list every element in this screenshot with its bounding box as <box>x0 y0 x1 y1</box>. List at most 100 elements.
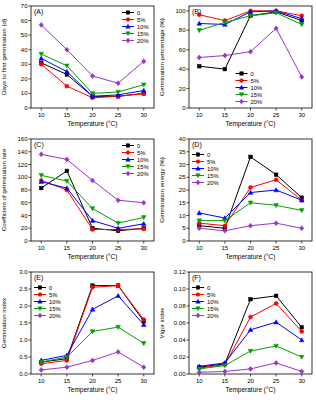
panel: 0204060801001015202530Temperature (°C)Ge… <box>158 6 312 128</box>
y-tick-label: 60 <box>21 200 28 206</box>
legend-marker <box>196 313 200 318</box>
data-point <box>116 349 120 354</box>
legend-marker <box>239 85 243 89</box>
x-tick <box>199 374 200 377</box>
legend-marker <box>38 286 41 289</box>
data-point <box>299 23 304 27</box>
legend-marker <box>239 93 243 97</box>
y-tick-label: 10 <box>179 213 186 219</box>
legend-label: 5% <box>137 150 145 156</box>
x-tick-label: 15 <box>222 245 229 251</box>
legend-label: 10% <box>137 157 149 163</box>
panel-title: (E) <box>34 274 43 282</box>
data-point <box>141 342 146 346</box>
legend-label: 20% <box>137 171 149 177</box>
panel-title: (F) <box>192 274 201 282</box>
x-tick-label: 30 <box>298 378 305 384</box>
data-point <box>249 9 253 13</box>
legend-marker <box>126 24 130 28</box>
x-tick <box>276 374 277 377</box>
legend-label: 10% <box>251 85 263 91</box>
x-tick <box>92 374 93 377</box>
series-line <box>41 25 144 83</box>
legend-marker <box>126 171 130 176</box>
y-tick <box>187 139 190 140</box>
y-tick <box>187 241 190 242</box>
data-point <box>223 21 228 25</box>
y-tick-label: 0 <box>182 238 186 244</box>
series-line <box>41 154 144 202</box>
x-axis-label: Temperature (°C) <box>226 120 276 128</box>
data-point <box>197 21 202 25</box>
data-point <box>299 209 304 213</box>
y-tick-label: 1.0 <box>19 337 28 343</box>
data-point <box>248 190 253 194</box>
legend-marker <box>196 174 200 178</box>
series-line <box>199 363 302 372</box>
y-tick-label: 20 <box>179 187 186 193</box>
data-point <box>223 369 227 374</box>
x-tick <box>143 241 144 244</box>
x-tick-label: 25 <box>273 245 280 251</box>
data-point <box>274 221 278 226</box>
x-tick-label: 15 <box>64 378 71 384</box>
y-tick <box>29 49 32 50</box>
x-tick <box>66 108 67 111</box>
x-tick <box>66 241 67 244</box>
y-tick-label: 160 <box>17 136 28 142</box>
legend-marker <box>196 153 199 156</box>
data-point <box>274 173 278 177</box>
y-tick-label: 0.10 <box>174 286 186 292</box>
x-tick <box>199 108 200 111</box>
y-tick-label: 2.0 <box>19 303 28 309</box>
data-point <box>39 367 43 372</box>
legend-label: 5% <box>49 292 57 298</box>
data-point <box>91 285 95 289</box>
data-point <box>300 198 304 202</box>
data-point <box>274 320 279 324</box>
legend-marker <box>126 144 129 147</box>
legend-label: 20% <box>207 180 219 186</box>
y-tick-label: 0 <box>24 238 28 244</box>
y-tick <box>29 35 32 36</box>
y-tick-label: 20 <box>21 76 28 82</box>
data-point <box>142 227 146 231</box>
data-point <box>274 204 279 208</box>
y-tick <box>29 108 32 109</box>
y-tick <box>29 64 32 65</box>
x-tick <box>118 108 119 111</box>
data-point <box>300 226 304 231</box>
y-tick <box>29 374 32 375</box>
y-tick-label: 50 <box>21 32 28 38</box>
data-point <box>116 293 121 297</box>
legend-label: 20% <box>137 38 149 44</box>
legend-label: 5% <box>137 17 145 23</box>
data-point <box>248 366 252 371</box>
x-tick-label: 20 <box>247 245 254 251</box>
y-tick-label: 0.12 <box>174 269 186 275</box>
panel: 0.000.020.040.060.080.100.121015202530Te… <box>158 269 312 394</box>
data-point <box>141 88 146 92</box>
legend-marker <box>38 299 42 303</box>
data-point <box>116 221 121 225</box>
data-point <box>141 322 146 326</box>
plot-frame <box>189 6 312 108</box>
legend-label: 10% <box>49 299 61 305</box>
x-tick <box>143 374 144 377</box>
legend-label: 15% <box>137 31 149 37</box>
x-tick-label: 30 <box>298 112 305 118</box>
legend: 05%10%15%20% <box>34 285 61 319</box>
series-line <box>41 58 144 96</box>
y-tick-label: 100 <box>17 174 28 180</box>
y-tick <box>29 6 32 7</box>
data-point <box>248 9 253 13</box>
y-tick <box>187 306 190 307</box>
data-point <box>223 53 227 58</box>
y-tick <box>187 228 190 229</box>
legend: 05%10%15%20% <box>192 152 219 186</box>
data-point <box>248 201 253 205</box>
x-tick <box>224 108 225 111</box>
legend-label: 5% <box>207 292 215 298</box>
data-point <box>274 178 278 182</box>
y-tick-label: 0 <box>24 105 28 111</box>
